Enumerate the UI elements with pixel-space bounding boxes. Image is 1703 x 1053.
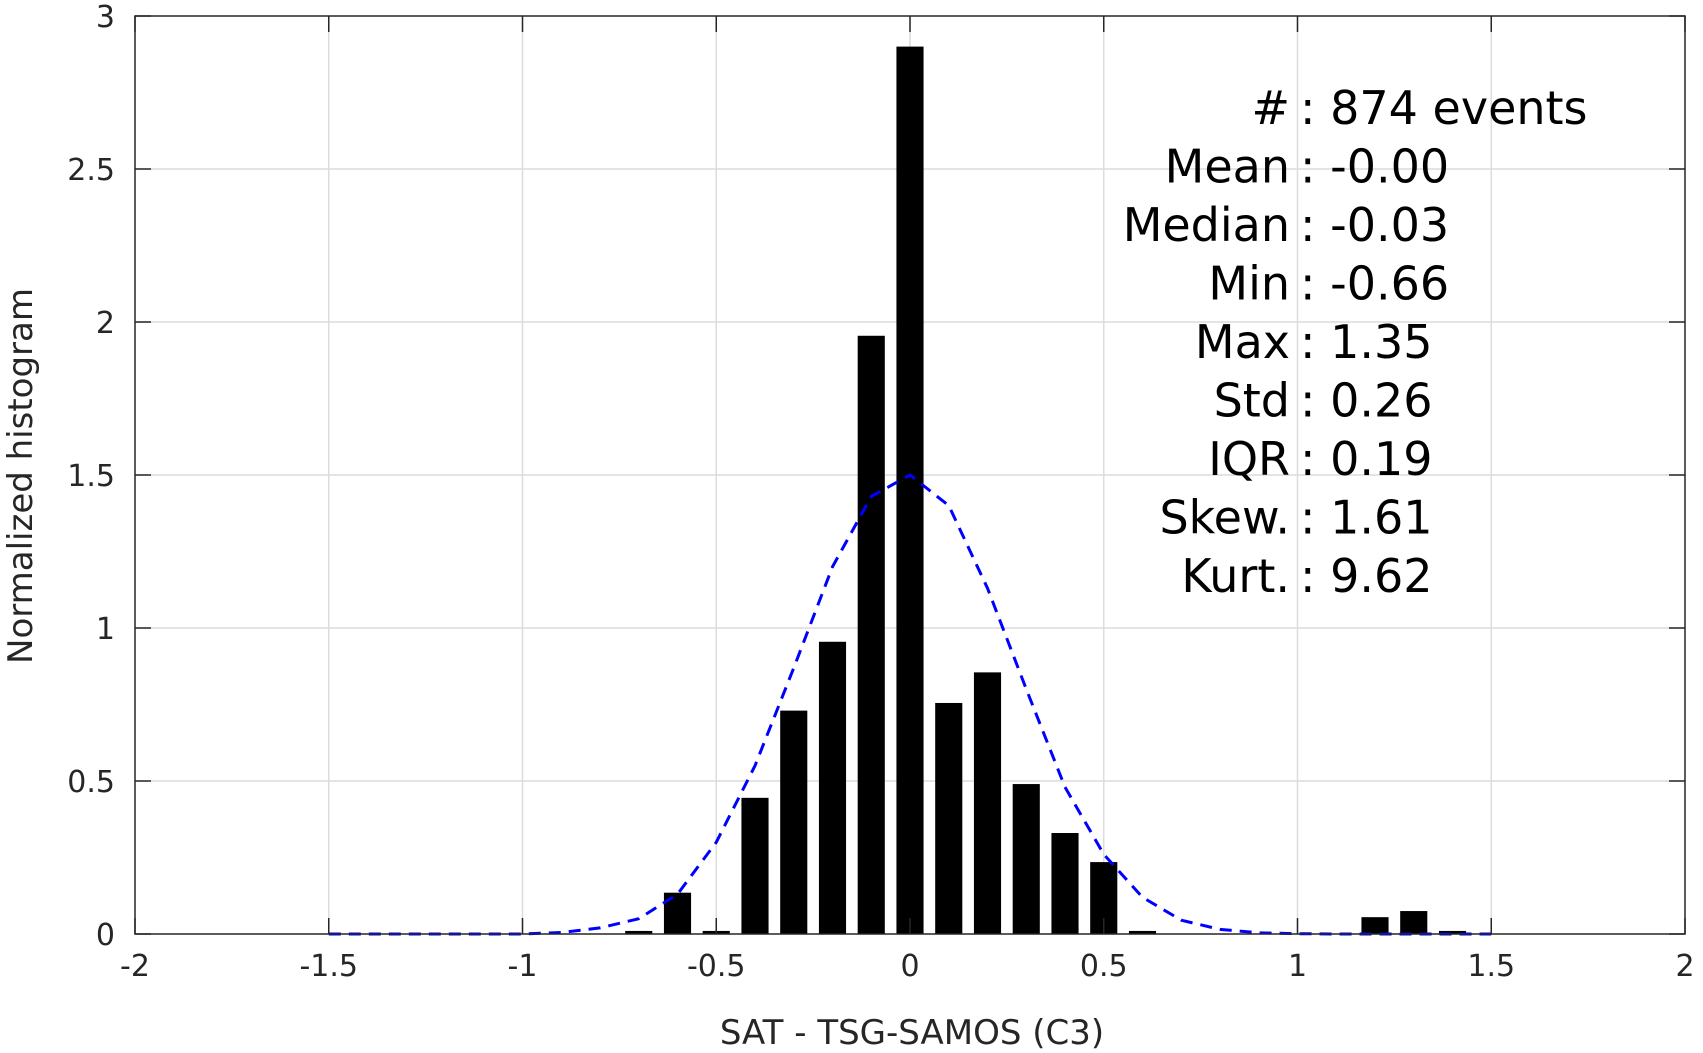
histogram-bar bbox=[1361, 917, 1389, 934]
histogram-bar bbox=[1400, 911, 1428, 934]
stat-label: Max bbox=[1195, 315, 1290, 369]
stat-value: : 1.35 bbox=[1300, 315, 1433, 369]
y-tick-label: 2 bbox=[96, 306, 115, 341]
x-tick-labels: -2 -1.5 -1 -0.5 0 0.5 1 1.5 2 bbox=[120, 949, 1695, 984]
histogram-bar bbox=[1128, 930, 1157, 934]
normal-fit-curve bbox=[328, 473, 1492, 936]
x-tick-label: 2 bbox=[1675, 949, 1694, 984]
axes-frame bbox=[134, 15, 1686, 935]
stat-value: : -0.03 bbox=[1300, 198, 1449, 252]
histogram-bar bbox=[1012, 784, 1040, 934]
histogram-bar bbox=[1051, 833, 1079, 934]
stat-value: : 874 events bbox=[1300, 81, 1588, 135]
x-tick-label: -2 bbox=[120, 949, 150, 984]
y-tick-label: 3 bbox=[96, 0, 115, 35]
histogram-bar bbox=[973, 672, 1002, 934]
y-tick-label: 2.5 bbox=[67, 153, 115, 188]
histogram-bar bbox=[1438, 930, 1467, 934]
stat-value: : -0.66 bbox=[1300, 257, 1449, 311]
stat-label: Skew. bbox=[1159, 491, 1290, 545]
stat-label: IQR bbox=[1208, 432, 1290, 486]
x-tick-label: 1 bbox=[1288, 949, 1307, 984]
x-axis-label: SAT - TSG-SAMOS (C3) bbox=[720, 1013, 1104, 1053]
histogram-bar bbox=[780, 710, 808, 934]
x-tick-label: -1.5 bbox=[299, 949, 358, 984]
stat-value: : 0.26 bbox=[1300, 374, 1433, 428]
y-tick-label: 0.5 bbox=[67, 765, 115, 800]
stat-label: Std bbox=[1214, 374, 1290, 428]
histogram-bar bbox=[741, 797, 769, 934]
x-tick-label: 0 bbox=[900, 949, 919, 984]
y-tick-label: 1 bbox=[96, 612, 115, 647]
histogram-bar bbox=[818, 641, 847, 934]
y-tick-labels: 0 0.5 1 1.5 2 2.5 3 bbox=[67, 0, 115, 953]
x-tick-label: 1.5 bbox=[1467, 949, 1515, 984]
histogram-bar bbox=[857, 335, 885, 934]
x-tick-label: 0.5 bbox=[1080, 949, 1128, 984]
histogram-bar bbox=[625, 930, 653, 934]
stat-value: : 9.62 bbox=[1300, 549, 1433, 603]
y-tick-label: 0 bbox=[96, 918, 115, 953]
stat-value: : 1.61 bbox=[1300, 491, 1433, 545]
stat-label: Min bbox=[1208, 257, 1290, 311]
stat-label: # bbox=[1251, 81, 1290, 135]
stat-value: : 0.19 bbox=[1300, 432, 1433, 486]
stat-label: Median bbox=[1123, 198, 1290, 252]
stat-label: Mean bbox=[1165, 140, 1290, 194]
stat-value: : -0.00 bbox=[1300, 140, 1449, 194]
x-tick-label: -1 bbox=[508, 949, 538, 984]
stat-label: Kurt. bbox=[1181, 549, 1290, 603]
histogram-bar bbox=[935, 702, 963, 934]
x-tick-label: -0.5 bbox=[687, 949, 746, 984]
y-axis-label: Normalized histogram bbox=[1, 288, 41, 664]
histogram-bar bbox=[896, 46, 924, 935]
y-tick-label: 1.5 bbox=[67, 459, 115, 494]
